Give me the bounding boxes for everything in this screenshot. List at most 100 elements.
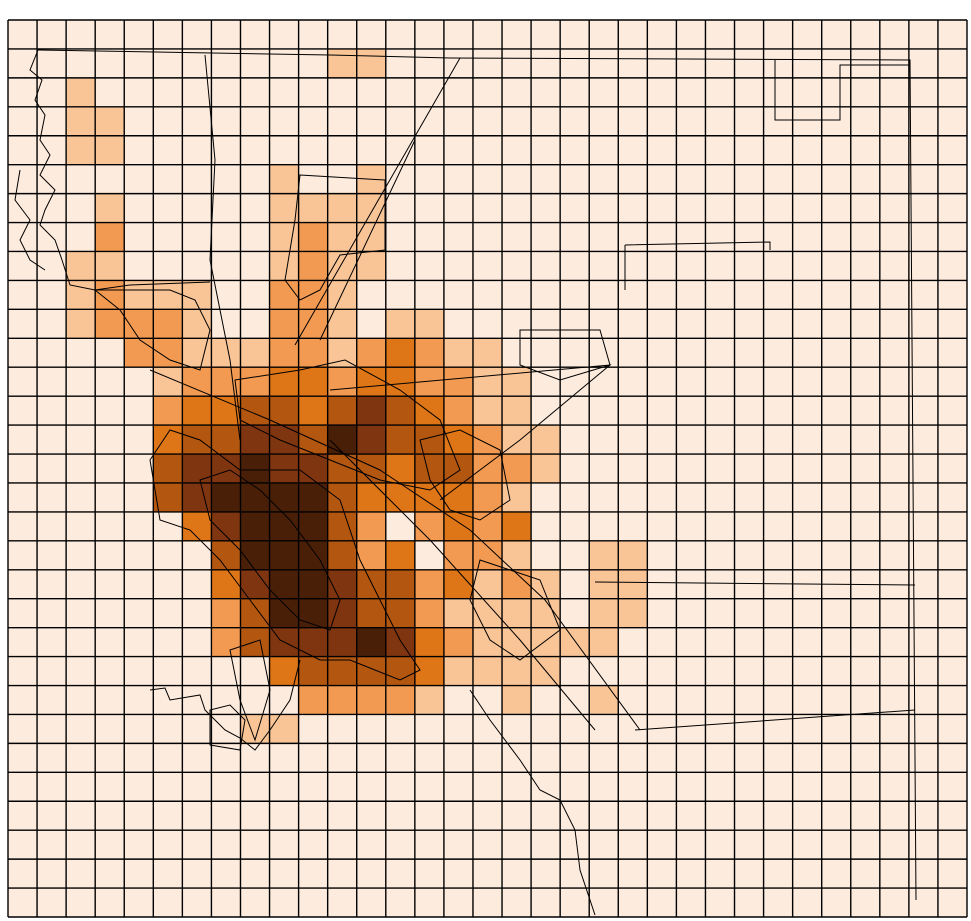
grid-cell[interactable] [356,598,386,628]
grid-cell[interactable] [414,569,444,599]
grid-cell[interactable] [269,425,299,455]
grid-cell[interactable] [356,482,386,512]
grid-cell[interactable] [327,627,357,657]
grid-cell[interactable] [531,454,561,483]
grid-cell[interactable] [385,540,415,570]
grid-cell[interactable] [356,251,386,281]
grid-cell[interactable] [95,280,125,310]
grid-cell[interactable] [502,540,532,570]
grid-cell[interactable] [385,482,415,512]
grid-cell[interactable] [414,627,444,657]
grid-cell[interactable] [385,627,415,657]
grid-cell[interactable] [240,540,270,570]
grid-cell[interactable] [182,396,212,426]
grid-cell[interactable] [269,338,299,368]
grid-cell[interactable] [269,309,299,339]
grid-cell[interactable] [356,367,386,397]
grid-cell[interactable] [472,627,503,657]
grid-cell[interactable] [356,222,386,252]
grid-cell[interactable] [414,656,444,686]
grid-cell[interactable] [414,598,444,628]
grid-cell[interactable] [298,338,328,368]
grid-cell[interactable] [298,396,328,426]
grid-cell[interactable] [385,367,415,397]
grid-cell[interactable] [240,598,270,628]
grid-cell[interactable] [182,425,212,455]
grid-cell[interactable] [327,396,357,426]
grid-cell[interactable] [298,367,328,397]
grid-cell[interactable] [443,338,473,368]
grid-cell[interactable] [472,454,503,483]
grid-cell[interactable] [66,106,96,136]
grid-cell[interactable] [269,164,299,194]
grid-cell[interactable] [385,569,415,599]
grid-cell[interactable] [95,135,125,165]
grid-cell[interactable] [298,656,328,686]
grid-cell[interactable] [240,338,270,368]
grid-cell[interactable] [443,569,473,599]
grid-cell[interactable] [589,598,619,628]
grid-cell[interactable] [211,396,241,426]
grid-cell[interactable] [298,540,328,570]
grid-cell[interactable] [443,656,473,686]
grid-cell[interactable] [589,540,619,570]
grid-cell[interactable] [211,569,241,599]
grid-cell[interactable] [356,656,386,686]
grid-cell[interactable] [472,338,503,368]
grid-cell[interactable] [385,309,415,339]
grid-cell[interactable] [356,425,386,455]
grid-cell[interactable] [356,511,386,541]
grid-cell[interactable] [211,425,241,455]
grid-cell[interactable] [153,425,183,455]
grid-cell[interactable] [356,627,386,657]
grid-cell[interactable] [472,425,503,455]
grid-cell[interactable] [443,540,473,570]
grid-cell[interactable] [443,367,473,397]
grid-cell[interactable] [385,656,415,686]
grid-cell[interactable] [124,338,154,368]
grid-cell[interactable] [298,222,328,252]
grid-cell[interactable] [502,656,532,686]
grid-cell[interactable] [211,627,241,657]
grid-cell[interactable] [502,425,532,455]
grid-cell[interactable] [182,280,212,310]
grid-cell[interactable] [182,367,212,397]
grid-cell[interactable] [356,193,386,223]
grid-cell[interactable] [356,338,386,368]
grid-cell[interactable] [240,425,270,455]
grid-cell[interactable] [66,251,96,281]
grid-cell[interactable] [502,396,532,426]
grid-cell[interactable] [269,367,299,397]
grid-cell[interactable] [269,251,299,281]
grid-cell[interactable] [298,627,328,657]
grid-cell[interactable] [385,685,415,715]
grid-cell[interactable] [66,77,96,107]
grid-cell[interactable] [502,598,532,628]
grid-cell[interactable] [414,540,444,570]
grid-cell[interactable] [502,482,532,512]
grid-cell[interactable] [153,396,183,426]
grid-cell[interactable] [502,569,532,599]
grid-cell[interactable] [298,511,328,541]
grid-cell[interactable] [298,569,328,599]
grid-cell[interactable] [589,627,619,657]
grid-cell[interactable] [269,454,299,483]
grid-cell[interactable] [414,511,444,541]
grid-cell[interactable] [269,396,299,426]
grid-cell[interactable] [502,627,532,657]
grid-cell[interactable] [240,396,270,426]
grid-cell[interactable] [472,396,503,426]
grid-cell[interactable] [327,540,357,570]
grid-cell[interactable] [327,193,357,223]
grid-cell[interactable] [385,425,415,455]
grid-cell[interactable] [414,482,444,512]
grid-cell[interactable] [385,338,415,368]
grid-cell[interactable] [327,425,357,455]
grid-cell[interactable] [472,482,503,512]
grid-cell[interactable] [414,309,444,339]
grid-cell[interactable] [618,569,648,599]
grid-cell[interactable] [327,367,357,397]
grid-cell[interactable] [240,511,270,541]
grid-cell[interactable] [531,627,561,657]
